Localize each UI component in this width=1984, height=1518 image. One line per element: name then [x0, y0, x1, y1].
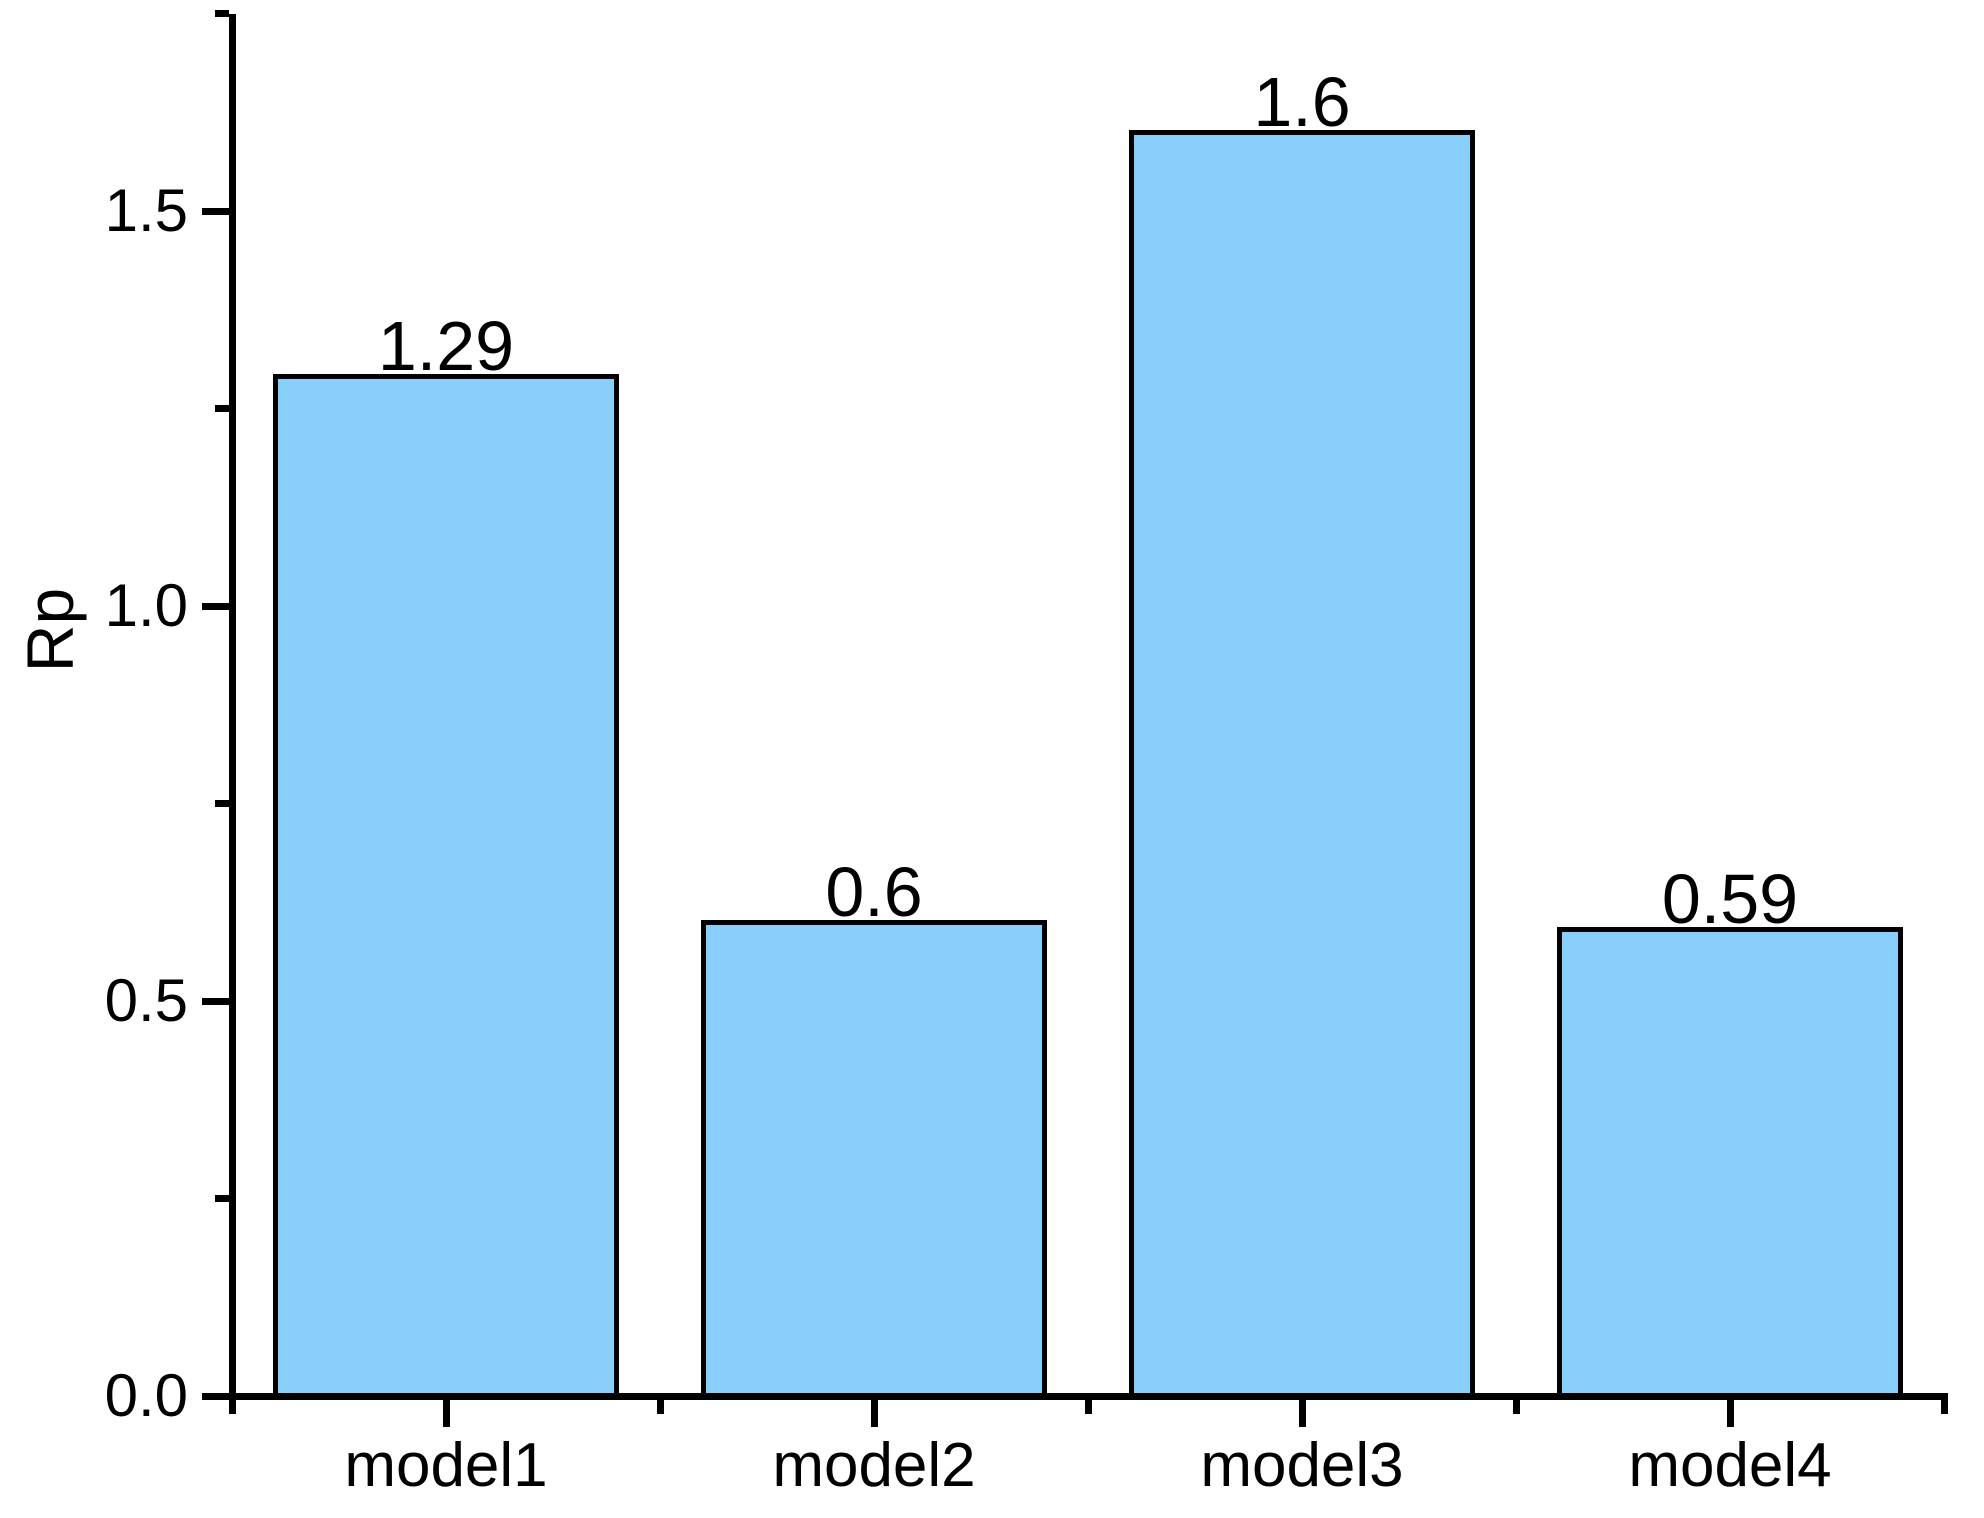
y-minor-tick	[215, 800, 229, 807]
x-category-label-model1: model1	[344, 1431, 548, 1500]
x-category-label-model4: model4	[1628, 1431, 1832, 1500]
x-minor-tick	[229, 1400, 236, 1414]
bar-model4	[1557, 927, 1903, 1398]
y-tick-label: 1.5	[104, 177, 188, 244]
bar-model2	[701, 920, 1047, 1399]
y-major-tick	[202, 603, 229, 610]
x-major-tick	[871, 1400, 878, 1427]
x-category-label-model2: model2	[772, 1431, 976, 1500]
x-minor-tick	[1941, 1400, 1948, 1414]
y-major-tick	[202, 998, 229, 1005]
y-minor-tick	[215, 1195, 229, 1202]
x-major-tick	[443, 1400, 450, 1427]
x-category-label-model3: model3	[1200, 1431, 1404, 1500]
bar-model1	[273, 374, 619, 1398]
x-major-tick	[1299, 1400, 1306, 1427]
y-minor-tick	[215, 10, 229, 17]
y-minor-tick	[215, 405, 229, 412]
bar-model3	[1129, 130, 1475, 1399]
bar-value-label: 0.6	[825, 853, 923, 931]
x-major-tick	[1727, 1400, 1734, 1427]
y-tick-label: 0.0	[104, 1362, 188, 1429]
bar-value-label: 1.6	[1253, 63, 1351, 141]
x-axis-line	[229, 1393, 1948, 1400]
x-minor-tick	[657, 1400, 664, 1414]
y-tick-label: 0.5	[104, 967, 188, 1034]
x-minor-tick	[1085, 1400, 1092, 1414]
y-major-tick	[202, 208, 229, 215]
y-axis-line	[229, 14, 236, 1400]
y-tick-label: 1.0	[104, 572, 188, 639]
y-major-tick	[202, 1393, 229, 1400]
x-minor-tick	[1513, 1400, 1520, 1414]
bar-value-label: 0.59	[1661, 860, 1799, 938]
bar-value-label: 1.29	[377, 307, 515, 385]
